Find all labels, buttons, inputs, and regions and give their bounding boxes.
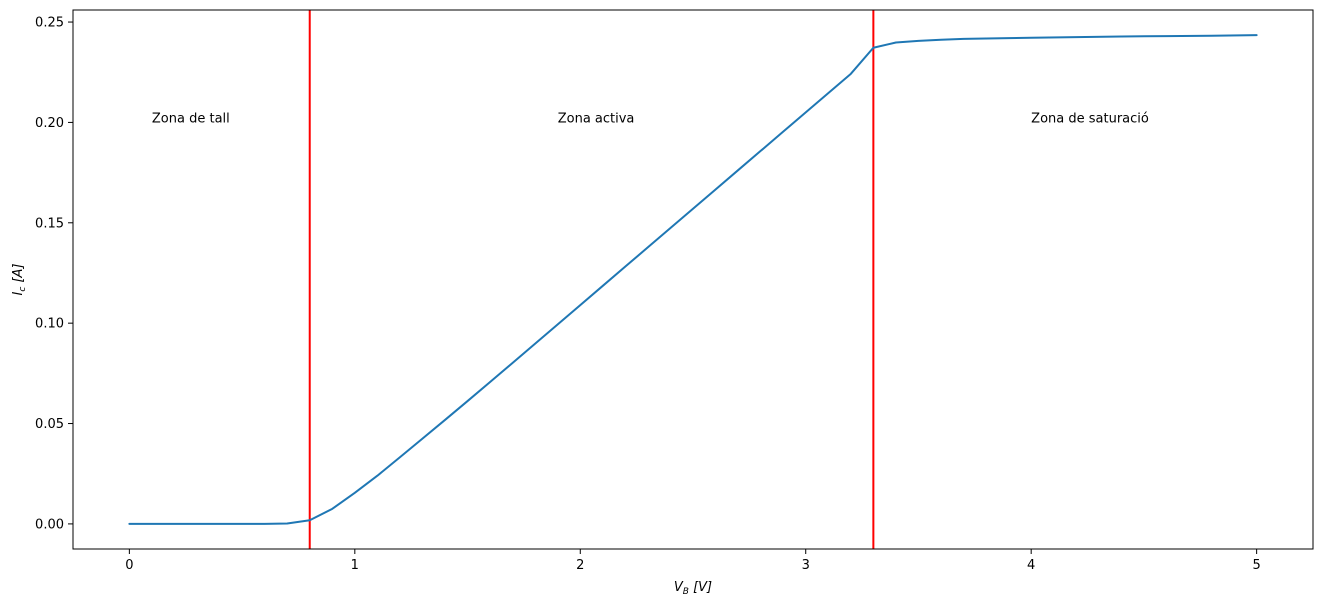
y-tick-label: 0.15 (35, 216, 64, 231)
y-tick-label: 0.00 (35, 517, 64, 532)
x-tick-label: 1 (351, 558, 359, 573)
y-axis-ticks: 0.00 0.05 0.10 0.15 0.20 0.25 (35, 16, 73, 532)
y-tick-label: 0.25 (35, 16, 64, 31)
y-tick-label: 0.10 (35, 317, 64, 332)
x-tick-label: 2 (576, 558, 584, 573)
series-line-1 (128, 34, 1258, 525)
annotation-zona-de-tall: Zona de tall (152, 111, 230, 126)
x-tick-label: 5 (1252, 558, 1260, 573)
annotation-zona-de-saturacio: Zona de saturació (1031, 111, 1149, 126)
series-layer (128, 34, 1258, 525)
x-axis-ticks: 0 1 2 3 4 5 (125, 549, 1261, 573)
y-tick-label: 0.20 (35, 116, 64, 131)
annotation-zona-activa: Zona activa (558, 111, 635, 126)
y-tick-label: 0.05 (35, 417, 64, 432)
annotations: Zona de tall Zona activa Zona de saturac… (152, 111, 1149, 126)
x-axis-label: VB [V] (674, 580, 712, 597)
x-tick-label: 3 (802, 558, 810, 573)
axes-frame (72, 9, 1314, 550)
x-tick-label: 4 (1027, 558, 1035, 573)
y-axis-label: Ic [A] (11, 264, 28, 296)
x-tick-label: 0 (125, 558, 133, 573)
vertical-lines (308, 10, 875, 549)
